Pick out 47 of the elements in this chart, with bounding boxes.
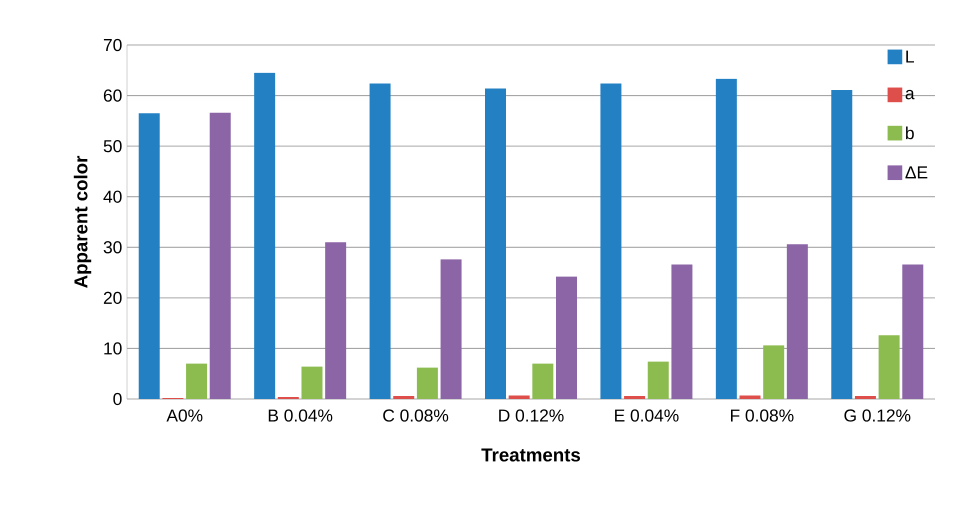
bar bbox=[508, 395, 530, 399]
x-tick-label: G 0.12% bbox=[844, 409, 910, 422]
y-tick-label: 60 bbox=[104, 89, 122, 102]
x-tick-label: C 0.08% bbox=[383, 409, 448, 422]
bar bbox=[624, 396, 646, 399]
y-axis-title: Apparent color bbox=[74, 156, 92, 288]
bar bbox=[902, 264, 924, 399]
bar bbox=[440, 259, 462, 399]
y-tick-label: 70 bbox=[104, 38, 122, 52]
bar bbox=[186, 364, 208, 399]
bar bbox=[716, 78, 737, 399]
bar bbox=[416, 368, 438, 399]
x-tick-label: B 0.04% bbox=[268, 409, 332, 422]
bar bbox=[325, 242, 346, 399]
bar bbox=[786, 244, 808, 399]
x-tick-label: E 0.04% bbox=[615, 409, 679, 422]
legend-label: b bbox=[906, 126, 914, 140]
y-tick-label: 30 bbox=[104, 241, 122, 254]
x-tick-label: D 0.12% bbox=[499, 409, 564, 422]
x-tick-label: F 0.08% bbox=[730, 409, 794, 422]
bar bbox=[210, 112, 231, 399]
bar bbox=[138, 113, 160, 399]
bar bbox=[854, 396, 876, 399]
bar bbox=[393, 396, 414, 399]
bar bbox=[671, 264, 692, 399]
y-tick-label: 40 bbox=[103, 190, 122, 203]
legend-label: L bbox=[906, 50, 914, 63]
bar bbox=[532, 364, 554, 399]
bar bbox=[831, 90, 852, 399]
bar bbox=[485, 88, 506, 399]
y-tick-label: 50 bbox=[104, 140, 122, 152]
bar bbox=[600, 83, 622, 399]
bar bbox=[301, 366, 322, 399]
y-tick-label: 20 bbox=[104, 292, 122, 304]
bar bbox=[740, 395, 761, 399]
legend-label: a bbox=[906, 90, 915, 100]
x-axis-title: Treatments bbox=[481, 448, 580, 462]
y-tick-label: 10 bbox=[104, 342, 122, 355]
x-tick-label: A0% bbox=[166, 409, 202, 422]
bar bbox=[556, 276, 577, 399]
bar bbox=[648, 362, 669, 399]
bar bbox=[878, 335, 900, 399]
y-tick-label: 0 bbox=[113, 392, 122, 406]
bar bbox=[370, 83, 391, 399]
bar bbox=[763, 345, 784, 399]
bar bbox=[254, 72, 276, 399]
legend-label: ΔE bbox=[905, 166, 928, 178]
